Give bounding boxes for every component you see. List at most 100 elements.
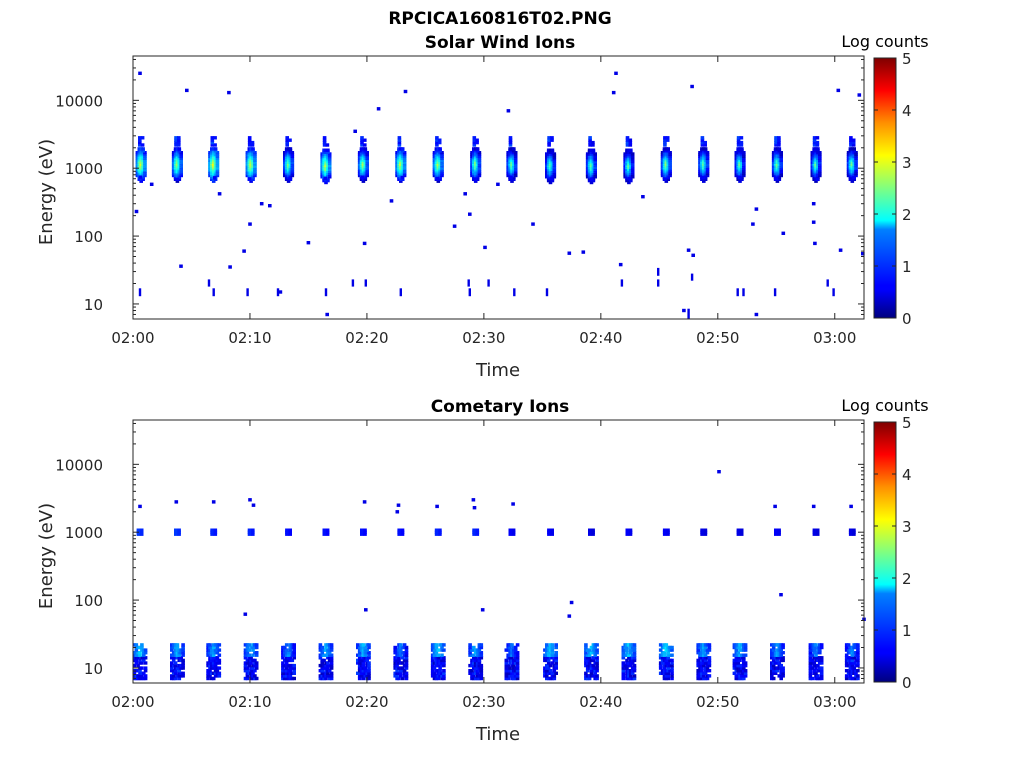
- ci-1kev-cell: [774, 528, 778, 532]
- sw-burst-cell: [137, 160, 142, 164]
- sw-burst-cell: [251, 156, 255, 161]
- ci-low-energy-cell: [508, 666, 512, 670]
- ci-low-energy-cell: [472, 648, 476, 652]
- sw-burst-cell: [322, 167, 326, 171]
- sw-burst-cell: [477, 171, 482, 176]
- ci-low-energy-cell: [545, 651, 549, 655]
- sw-burst-cell: [290, 166, 295, 170]
- sw-burst-cell: [171, 166, 176, 170]
- sw-burst-cell: [771, 154, 776, 159]
- sw-shoulder-cell: [700, 136, 705, 140]
- ci-low-energy-cell: [170, 676, 174, 681]
- ci-low-energy-cell: [367, 643, 371, 647]
- colorbar-tick-label: 5: [902, 414, 912, 432]
- sw-burst-cell: [740, 158, 744, 162]
- sw-shoulder-cell: [285, 143, 289, 147]
- sw-burst-cell: [434, 147, 439, 151]
- ci-low-energy-cell: [322, 674, 326, 678]
- ci-low-energy-cell: [479, 651, 484, 655]
- ci-low-energy-cell: [506, 648, 510, 652]
- ci-low-energy-cell: [208, 643, 212, 647]
- sw-burst-cell: [245, 156, 250, 161]
- sw-shoulder-cell: [435, 136, 439, 140]
- ci-low-energy-cell: [292, 663, 296, 668]
- sw-burst-cell: [324, 152, 328, 156]
- sw-burst-cell: [135, 152, 140, 157]
- ci-low-energy-cell: [281, 674, 285, 678]
- colorbar-tick-label: 1: [902, 258, 912, 276]
- ci-low-energy-cell: [442, 656, 446, 660]
- sw-burst-cell: [288, 149, 293, 153]
- ci-low-energy-cell: [211, 648, 216, 652]
- ci-low-energy-cell: [740, 648, 744, 652]
- figure-title: RPCICA160816T02.PNG: [388, 9, 611, 29]
- ci-low-energy-cell: [705, 674, 710, 678]
- sw-burst-cell: [475, 149, 480, 153]
- sw-burst-cell: [253, 164, 257, 168]
- ci-low-energy-cell: [288, 666, 293, 670]
- sw-burst-cell: [400, 166, 405, 170]
- sw-burst-cell: [738, 156, 742, 161]
- sw-burst-cell: [432, 166, 437, 170]
- sw-burst-cell: [179, 154, 183, 159]
- ci-low-energy-cell: [402, 671, 407, 675]
- ci-low-energy-cell: [584, 648, 588, 652]
- ci-1kev-cell: [777, 530, 781, 534]
- y-tick-label: 100: [74, 592, 103, 610]
- ci-low-energy-cell: [326, 671, 330, 675]
- ci-1kev-cell: [472, 530, 476, 534]
- sw-burst-cell: [698, 164, 702, 168]
- ci-low-energy-cell: [477, 676, 482, 681]
- ci-low-energy-cell: [329, 661, 334, 665]
- ci-low-energy-cell: [357, 651, 362, 655]
- ci-low-energy-cell: [329, 663, 334, 668]
- ci-1kev-cell: [547, 530, 551, 534]
- ci-low-energy-cell: [775, 666, 780, 670]
- ci-low-energy-cell: [181, 643, 185, 647]
- sw-burst-cell: [854, 164, 858, 168]
- sw-burst-cell: [284, 166, 289, 170]
- ci-1kev-cell: [251, 530, 255, 534]
- sw-burst-cell: [587, 154, 592, 158]
- sw-burst-cell: [738, 173, 742, 178]
- ci-low-energy-cell: [290, 676, 295, 681]
- sw-burst-cell: [771, 158, 776, 162]
- ci-low-energy-cell: [625, 674, 629, 678]
- sw-burst-cell: [365, 152, 369, 157]
- sw-burst-cell: [593, 158, 597, 162]
- sw-scatter-point: [179, 264, 183, 268]
- sw-burst-cell: [668, 164, 672, 168]
- sw-burst-cell: [251, 162, 255, 166]
- sw-burst-cell: [399, 151, 403, 155]
- ci-1kev-cell: [400, 530, 405, 534]
- sw-burst-cell: [630, 159, 635, 164]
- ci-low-energy-cell: [290, 671, 295, 675]
- ci-low-energy-cell: [243, 663, 248, 668]
- x-tick-label: 02:40: [579, 329, 622, 347]
- sw-low-energy-streak: [687, 308, 690, 319]
- sw-burst-cell: [283, 173, 287, 178]
- sw-burst-cell: [698, 160, 702, 164]
- ci-low-energy-cell: [848, 658, 853, 663]
- ci-low-energy-cell: [593, 666, 597, 670]
- sw-burst-cell: [436, 179, 441, 183]
- ci-low-energy-cell: [134, 648, 139, 652]
- sw-burst-cell: [175, 152, 180, 157]
- sw-burst-cell: [664, 179, 669, 183]
- sw-burst-cell: [627, 173, 631, 177]
- ci-low-energy-cell: [515, 676, 520, 681]
- ci-low-energy-cell: [438, 661, 442, 665]
- sw-burst-cell: [545, 167, 549, 171]
- ci-low-energy-cell: [546, 658, 551, 663]
- sw-burst-cell: [630, 163, 635, 168]
- sw-burst-cell: [139, 156, 143, 161]
- ci-low-energy-cell: [284, 651, 289, 655]
- sw-burst-cell: [249, 179, 253, 183]
- ci-low-energy-cell: [854, 663, 858, 668]
- sw-burst-cell: [660, 152, 665, 157]
- sw-burst-cell: [630, 165, 635, 169]
- sw-burst-cell: [365, 173, 369, 178]
- ci-low-energy-cell: [629, 643, 633, 647]
- sw-burst-cell: [473, 170, 478, 174]
- ci-1kev-cell: [438, 528, 442, 532]
